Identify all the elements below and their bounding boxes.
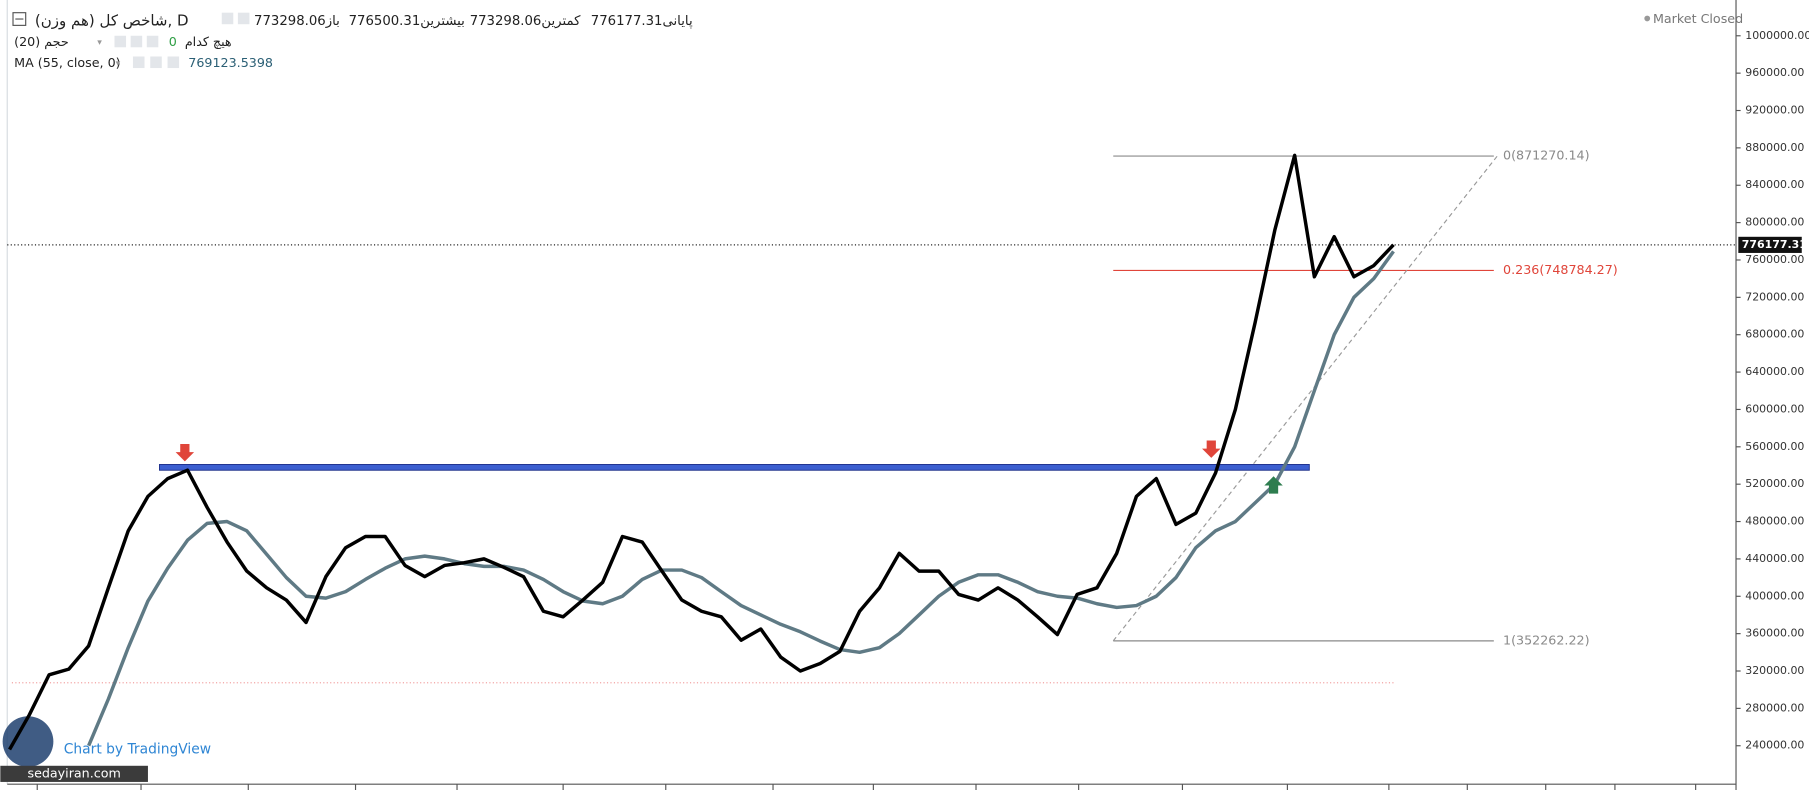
- settings-icon[interactable]: [150, 56, 162, 69]
- volume-name: حجم (20): [14, 34, 68, 50]
- y-tick-label: 360000.00: [1745, 627, 1804, 640]
- ohlc-label: باز: [325, 14, 340, 29]
- y-tick-label: 800000.00: [1745, 216, 1804, 229]
- ma-line: [87, 250, 1395, 747]
- logo: [2, 716, 54, 767]
- volume-text: هیچ کدام: [185, 34, 232, 50]
- y-tick-label: 640000.00: [1745, 365, 1804, 378]
- y-tick-label: 480000.00: [1745, 515, 1804, 528]
- settings-icon[interactable]: [221, 12, 234, 25]
- y-tick-label: 440000.00: [1745, 552, 1804, 565]
- y-tick-label: 280000.00: [1745, 701, 1804, 714]
- y-tick-label: 600000.00: [1745, 402, 1804, 415]
- price-line: [8, 153, 1395, 751]
- down-arrow: [175, 444, 195, 462]
- y-tick-label: 520000.00: [1745, 477, 1804, 490]
- y-tick-label: 680000.00: [1745, 328, 1804, 341]
- y-tick-label: 960000.00: [1745, 66, 1804, 79]
- fib-label: 0(871270.14): [1503, 148, 1589, 163]
- ohlc-value: 776177.31: [591, 14, 663, 29]
- ohlc-label: پایانی: [662, 14, 692, 29]
- last-price-badge: [1738, 236, 1802, 253]
- dropdown-caret[interactable]: ▾: [116, 58, 121, 69]
- ma-value: 769123.5398: [188, 55, 273, 70]
- settings-icon[interactable]: [146, 35, 159, 48]
- up-arrow: [1264, 476, 1283, 494]
- dropdown-caret[interactable]: ▾: [97, 37, 102, 48]
- ohlc-legend: 773298.06باز 776500.31بیشترین 773298.06کمت…: [254, 14, 693, 29]
- ohlc-value: 776500.31: [349, 14, 421, 29]
- ohlc-label: بیشترین: [420, 14, 465, 29]
- watermark-box: [0, 765, 148, 782]
- y-tick-label: 1000000.00: [1745, 29, 1809, 42]
- ohlc-value: 773298.06: [254, 14, 326, 29]
- y-tick-label: 840000.00: [1745, 178, 1804, 191]
- settings-icon[interactable]: [130, 35, 143, 48]
- credit: Chart by TradingView: [64, 742, 211, 758]
- collapse-button[interactable]: [12, 12, 27, 26]
- ohlc-label: کمترین: [541, 14, 581, 29]
- fib-label: 0.236(748784.27): [1503, 262, 1618, 277]
- y-tick-label: 880000.00: [1745, 141, 1804, 154]
- volume-value: 0: [169, 34, 177, 49]
- y-tick-label: 320000.00: [1745, 664, 1804, 677]
- y-tick-label: 760000.00: [1745, 253, 1804, 266]
- status-dot: [1644, 15, 1651, 22]
- settings-icon[interactable]: [237, 12, 250, 25]
- y-tick-label: 400000.00: [1745, 589, 1804, 602]
- down-arrow: [1202, 440, 1221, 458]
- y-tick-label: 240000.00: [1745, 739, 1804, 752]
- watermark: sedayiran.com: [27, 765, 120, 780]
- settings-icon[interactable]: [114, 35, 127, 48]
- y-tick-label: 720000.00: [1745, 290, 1804, 303]
- fib-trend: [1112, 155, 1498, 642]
- last-price-label: 776177.31: [1742, 238, 1807, 251]
- time-ticks: [36, 784, 1697, 790]
- settings-icon[interactable]: [167, 56, 180, 69]
- fib-label: 1(352262.22): [1503, 632, 1589, 647]
- resistance-band: [159, 464, 1310, 471]
- chart-title: شاخص کل (هم وزن), D: [35, 11, 189, 29]
- y-tick-label: 560000.00: [1745, 440, 1804, 453]
- ohlc-value: 773298.06: [470, 14, 542, 29]
- ma-name: MA (55, close, 0): [14, 55, 120, 70]
- y-tick-label: 920000.00: [1745, 104, 1804, 117]
- market-status: Market Closed: [1653, 11, 1743, 26]
- settings-icon[interactable]: [132, 56, 145, 69]
